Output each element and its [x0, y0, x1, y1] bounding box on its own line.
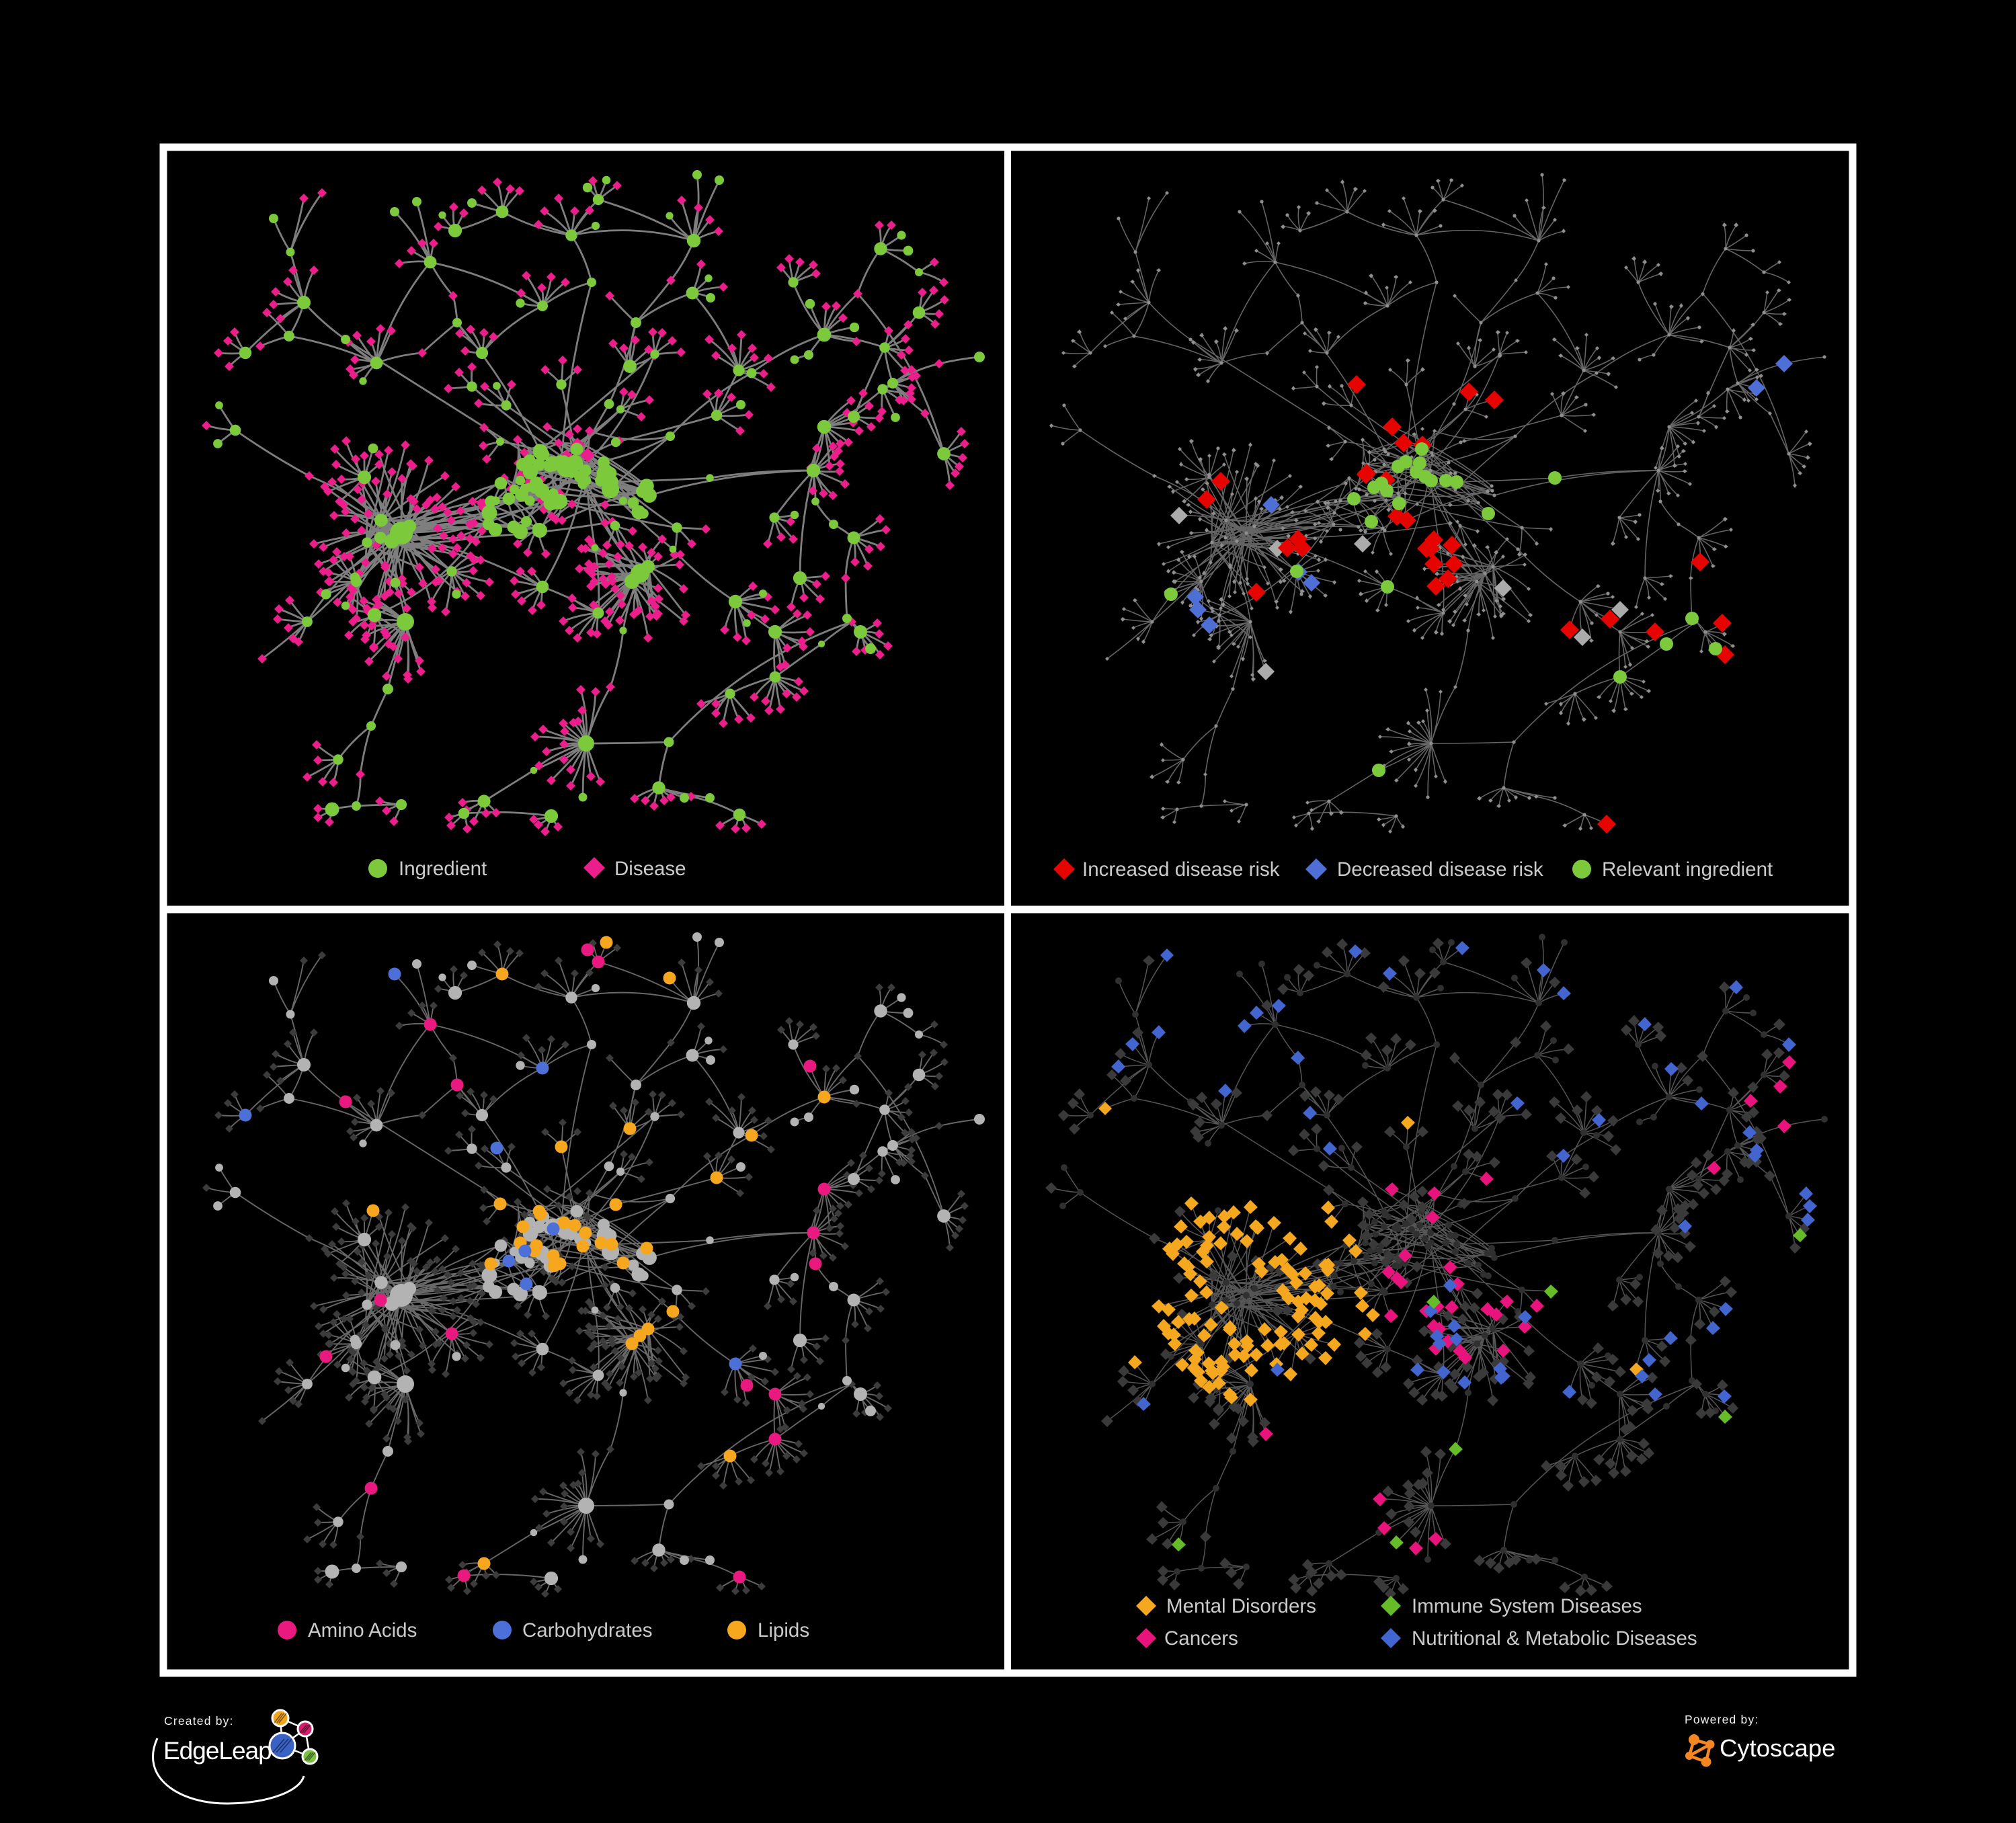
svg-text:Powered by:: Powered by:: [1685, 1713, 1759, 1726]
svg-text:Ingredient: Ingredient: [399, 858, 487, 880]
svg-text:Amino Acids: Amino Acids: [308, 1619, 417, 1642]
svg-text:Carbohydrates: Carbohydrates: [522, 1619, 653, 1642]
svg-text:Created by:: Created by:: [164, 1714, 234, 1728]
svg-text:Nutritional & Metabolic Diseas: Nutritional & Metabolic Diseases: [1412, 1627, 1697, 1650]
svg-text:Decreased disease risk: Decreased disease risk: [1337, 858, 1543, 881]
svg-text:Disease: Disease: [614, 858, 686, 880]
svg-text:Relevant ingredient: Relevant ingredient: [1602, 858, 1773, 881]
svg-text:Increased disease risk: Increased disease risk: [1082, 858, 1280, 881]
svg-text:Immune System Diseases: Immune System Diseases: [1412, 1595, 1642, 1617]
svg-text:Cytoscape: Cytoscape: [1720, 1734, 1835, 1762]
svg-text:Mental Disorders: Mental Disorders: [1166, 1595, 1316, 1617]
svg-text:Cancers: Cancers: [1164, 1627, 1238, 1650]
svg-text:Lipids: Lipids: [758, 1619, 809, 1642]
svg-text:EdgeLeap: EdgeLeap: [163, 1737, 272, 1765]
